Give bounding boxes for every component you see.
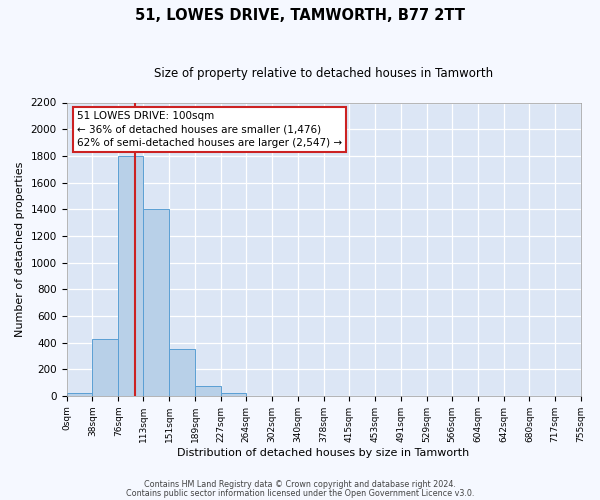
Title: Size of property relative to detached houses in Tamworth: Size of property relative to detached ho… [154,68,493,80]
Bar [221,392,246,396]
Text: Contains public sector information licensed under the Open Government Licence v3: Contains public sector information licen… [126,489,474,498]
Bar [195,386,221,396]
Bar [67,393,92,396]
Text: 51, LOWES DRIVE, TAMWORTH, B77 2TT: 51, LOWES DRIVE, TAMWORTH, B77 2TT [135,8,465,22]
X-axis label: Distribution of detached houses by size in Tamworth: Distribution of detached houses by size … [178,448,470,458]
Bar [92,338,118,396]
Bar [143,209,169,396]
Text: 51 LOWES DRIVE: 100sqm
← 36% of detached houses are smaller (1,476)
62% of semi-: 51 LOWES DRIVE: 100sqm ← 36% of detached… [77,112,342,148]
Text: Contains HM Land Registry data © Crown copyright and database right 2024.: Contains HM Land Registry data © Crown c… [144,480,456,489]
Y-axis label: Number of detached properties: Number of detached properties [15,162,25,337]
Bar [118,156,143,396]
Bar [169,349,195,396]
